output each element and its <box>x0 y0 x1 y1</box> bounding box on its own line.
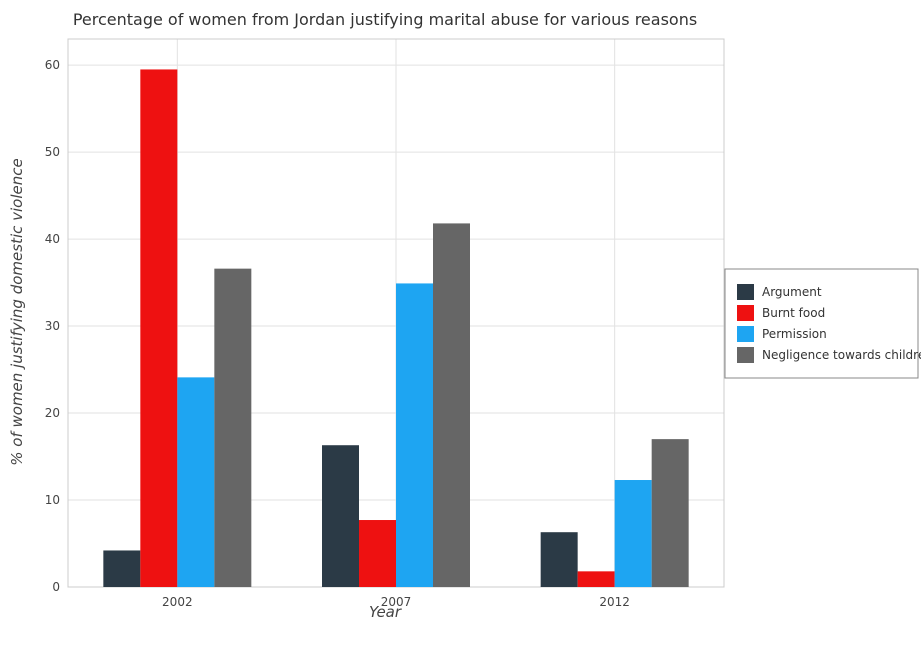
bar <box>577 571 615 587</box>
y-axis-label: % of women justifying domestic violence <box>8 158 26 466</box>
legend: Argument Burnt food Permission Negligence t… <box>724 268 921 379</box>
bar <box>396 283 433 587</box>
bar <box>540 532 578 587</box>
legend-label: Burnt food <box>762 306 825 320</box>
bar <box>214 268 252 587</box>
bar <box>651 439 689 587</box>
bar <box>103 550 141 587</box>
legend-swatch <box>737 347 754 363</box>
chart-title: Percentage of women from Jordan justifyi… <box>73 10 697 29</box>
bar <box>614 480 652 587</box>
y-tick-label: 30 <box>45 319 60 333</box>
x-tick-label: 2002 <box>162 595 193 609</box>
x-tick-label: 2012 <box>599 595 630 609</box>
legend-swatch <box>737 284 754 300</box>
bar <box>359 520 396 587</box>
legend-label: Argument <box>762 285 822 299</box>
y-tick-label: 20 <box>45 406 60 420</box>
legend-label: Negligence towards children <box>762 348 921 362</box>
y-tick-label: 60 <box>45 58 60 72</box>
bar <box>433 223 470 587</box>
legend-swatch <box>737 305 754 321</box>
x-axis-ticks: 2002 2007 2012 <box>162 595 630 609</box>
bars <box>103 69 689 587</box>
legend-label: Permission <box>762 327 827 341</box>
bar <box>140 69 178 587</box>
legend-swatch <box>737 326 754 342</box>
bar <box>322 445 359 587</box>
x-tick-label: 2007 <box>381 595 412 609</box>
y-tick-label: 10 <box>45 493 60 507</box>
y-tick-label: 0 <box>52 580 60 594</box>
y-tick-label: 40 <box>45 232 60 246</box>
legend-box <box>724 268 919 379</box>
y-tick-label: 50 <box>45 145 60 159</box>
y-axis-ticks: 0 10 20 30 40 50 60 <box>45 58 60 594</box>
x-axis-label: Year <box>369 603 402 621</box>
bar <box>177 377 215 587</box>
